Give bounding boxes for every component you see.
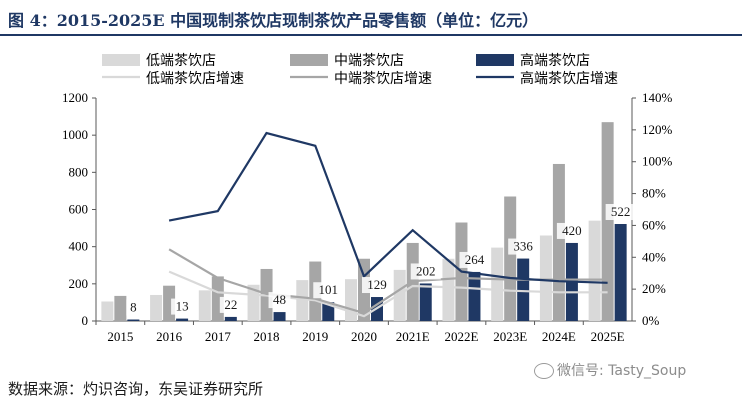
bar-3-2016 xyxy=(176,318,189,321)
x-tick-label: 2018 xyxy=(254,329,280,344)
bar-1-2016 xyxy=(150,294,163,321)
bar-1-2023E xyxy=(491,247,504,321)
bar-3-2022E xyxy=(468,271,481,321)
data-label: 22 xyxy=(224,297,237,312)
data-label: 101 xyxy=(319,282,339,297)
data-label-bg xyxy=(605,203,636,220)
legend-label-2: 中端茶饮店 xyxy=(334,53,404,69)
line-series-3 xyxy=(168,131,608,284)
data-label-bg xyxy=(268,292,291,309)
legend-label-3: 高端茶饮店 xyxy=(520,52,590,69)
x-tick-label: 2015 xyxy=(107,329,133,344)
data-label: 13 xyxy=(176,299,189,314)
bar-1-2019 xyxy=(296,280,309,321)
bar-2-2024E xyxy=(552,163,565,321)
legend-label-5: 中端茶饮店增速 xyxy=(334,71,432,87)
left-tick-label: 1000 xyxy=(62,127,88,142)
bar-3-2019 xyxy=(322,302,335,321)
data-label: 202 xyxy=(416,263,436,278)
x-tick-label: 2024E xyxy=(542,329,576,344)
right-tick-label: 80% xyxy=(642,186,666,201)
bar-1-2017 xyxy=(198,290,211,321)
right-tick-label: 40% xyxy=(642,249,666,264)
data-label: 522 xyxy=(611,204,631,219)
bar-1-2021E xyxy=(393,269,406,321)
x-tick-label: 2020 xyxy=(351,329,377,344)
bar-3-2023E xyxy=(517,258,530,321)
data-label-bg xyxy=(313,282,344,299)
left-tick-label: 1200 xyxy=(62,90,88,105)
line-series-1 xyxy=(168,270,608,318)
right-tick-label: 100% xyxy=(642,154,673,169)
legend-label-6: 高端茶饮店增速 xyxy=(520,70,618,87)
bar-1-2022E xyxy=(442,258,455,321)
bar-2-2023E xyxy=(504,196,517,321)
bar-1-2025E xyxy=(588,220,601,321)
x-tick-label: 2016 xyxy=(156,329,183,344)
legend-label-4: 低端茶饮店增速 xyxy=(146,71,244,87)
right-tick-label: 0% xyxy=(642,313,660,328)
bar-3-2015 xyxy=(127,319,140,321)
left-tick-label: 600 xyxy=(69,202,89,217)
wechat-icon xyxy=(534,363,554,379)
left-tick-label: 0 xyxy=(82,313,89,328)
x-tick-label: 2021E xyxy=(396,329,430,344)
right-tick-label: 140% xyxy=(642,90,673,105)
x-tick-label: 2025E xyxy=(591,329,625,344)
x-tick-label: 2022E xyxy=(444,329,478,344)
chart-title: 图 4：2015-2025E 中国现制茶饮店现制茶饮产品零售额（单位：亿元） xyxy=(8,11,539,30)
data-label-bg xyxy=(171,298,194,315)
data-label: 8 xyxy=(130,300,137,315)
bar-2-2025E xyxy=(601,122,614,322)
data-label-bg xyxy=(459,251,490,268)
left-tick-label: 200 xyxy=(69,276,89,291)
watermark-text: 微信号: Tasty_Soup xyxy=(557,363,687,379)
data-label-bg xyxy=(126,299,141,316)
x-tick-label: 2019 xyxy=(302,329,328,344)
data-label: 48 xyxy=(273,292,286,307)
bar-1-2024E xyxy=(539,235,552,321)
x-tick-label: 2017 xyxy=(205,329,232,344)
left-tick-label: 800 xyxy=(69,164,89,179)
bar-3-2018 xyxy=(273,312,286,321)
legend-label-1: 低端茶饮店 xyxy=(146,53,216,69)
x-tick-label: 2023E xyxy=(493,329,527,344)
data-label: 264 xyxy=(465,252,485,267)
bar-3-2017 xyxy=(224,316,237,321)
watermark: 微信号: Tasty_Soup xyxy=(534,360,686,380)
source-note: 数据来源：灼识咨询，东吴证券研究所 xyxy=(8,380,264,398)
bar-2-2015 xyxy=(114,295,127,321)
right-tick-label: 20% xyxy=(642,281,666,296)
bar-1-2020 xyxy=(345,279,357,321)
title-bar: 图 4：2015-2025E 中国现制茶饮店现制茶饮产品零售额（单位：亿元） xyxy=(0,0,742,36)
legend-swatch-3 xyxy=(476,54,514,66)
data-label-bg xyxy=(410,263,441,280)
bar-1-2015 xyxy=(101,301,114,321)
legend-swatch-1 xyxy=(102,54,140,66)
data-label: 336 xyxy=(513,239,533,254)
data-label-bg xyxy=(362,277,392,294)
bar-3-2021E xyxy=(419,283,432,321)
data-label: 420 xyxy=(562,223,582,238)
data-label-bg xyxy=(508,238,539,255)
data-label: 129 xyxy=(367,277,387,292)
legend-swatch-2 xyxy=(290,54,328,66)
data-label-bg xyxy=(556,222,587,239)
data-label-bg xyxy=(219,296,242,313)
right-tick-label: 60% xyxy=(642,217,666,232)
right-tick-label: 120% xyxy=(642,122,673,137)
bar-3-2025E xyxy=(614,223,627,321)
left-tick-label: 400 xyxy=(69,239,89,254)
chart: 0 200 400 600 800 1000 1200 0% 20% 40% 60% 80% 100% 1… xyxy=(62,52,673,344)
